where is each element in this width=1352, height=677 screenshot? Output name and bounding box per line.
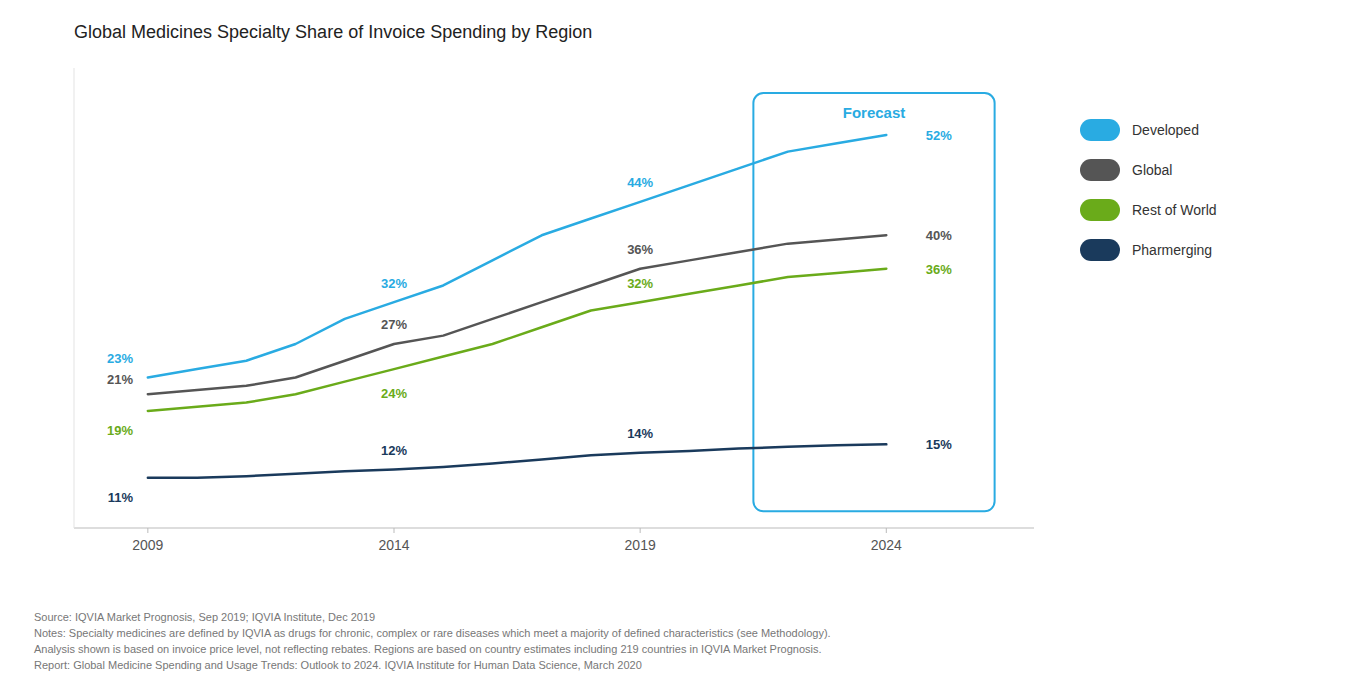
- note: Source: IQVIA Market Prognosis, Sep 2019…: [34, 611, 375, 623]
- data-label: 36%: [627, 242, 653, 257]
- data-label: 23%: [107, 351, 133, 366]
- data-label: 24%: [381, 386, 407, 401]
- data-label: 15%: [926, 437, 952, 452]
- data-label: 27%: [381, 317, 407, 332]
- title: Global Medicines Specialty Share of Invo…: [74, 22, 592, 42]
- legend: Developed Global Rest of World Pharmerging: [1080, 119, 1217, 261]
- chart: Global Medicines Specialty Share of Invo…: [0, 0, 1352, 677]
- x-tick-label: 2014: [378, 537, 409, 553]
- lines: [148, 135, 886, 478]
- data-label: 36%: [926, 262, 952, 277]
- data-label: 52%: [926, 128, 952, 143]
- data-label: 21%: [107, 372, 133, 387]
- legend-label: Global: [1132, 162, 1172, 178]
- forecast-box: [753, 93, 994, 511]
- legend-swatch: [1080, 239, 1120, 261]
- legend-label: Pharmerging: [1132, 242, 1212, 258]
- data-label: 32%: [381, 276, 407, 291]
- y-axis: [74, 68, 75, 528]
- x-tick-label: 2009: [132, 537, 163, 553]
- legend-swatch: [1080, 119, 1120, 141]
- x-tick: [147, 528, 148, 533]
- series-line: [148, 135, 886, 378]
- data-label: 19%: [107, 423, 133, 438]
- data-label: 11%: [108, 490, 134, 505]
- data-label: 40%: [926, 228, 952, 243]
- x-tick: [640, 528, 641, 533]
- legend-swatch: [1080, 159, 1120, 181]
- x-tick-label: 2024: [871, 537, 902, 553]
- legend-label: Developed: [1132, 122, 1199, 138]
- x-tick-label: 2019: [625, 537, 656, 553]
- data-label: 12%: [381, 443, 407, 458]
- data-label: 14%: [627, 426, 653, 441]
- series-line: [148, 444, 886, 477]
- note: Report: Global Medicine Spending and Usa…: [34, 659, 642, 671]
- series-line: [148, 269, 886, 411]
- legend-label: Rest of World: [1132, 202, 1217, 218]
- data-label: 44%: [627, 175, 653, 190]
- data-label: 32%: [627, 276, 653, 291]
- annotation: Forecast: [843, 104, 906, 121]
- legend-swatch: [1080, 199, 1120, 221]
- x-tick: [394, 528, 395, 533]
- note: Notes: Specialty medicines are defined b…: [34, 627, 831, 639]
- note: Analysis shown is based on invoice price…: [34, 643, 822, 655]
- x-axis: [74, 528, 1034, 529]
- x-tick: [886, 528, 887, 533]
- series-line: [148, 235, 886, 394]
